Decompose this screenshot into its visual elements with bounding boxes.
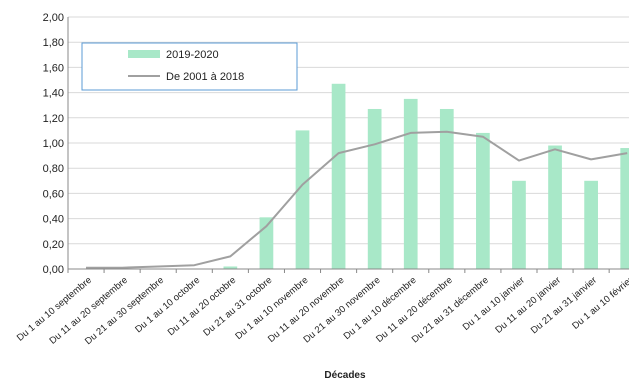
legend-swatch-bars <box>128 50 160 58</box>
y-tick-label: 1,80 <box>43 37 64 49</box>
line-series <box>86 130 628 269</box>
bar <box>548 145 562 269</box>
gridlines <box>68 16 629 245</box>
series-line <box>86 130 628 269</box>
y-tick-label: 0,20 <box>43 239 64 251</box>
legend-label-line: De 2001 à 2018 <box>166 71 244 83</box>
y-tick-label: 1,00 <box>43 138 64 150</box>
bar <box>331 83 346 269</box>
bar-series <box>223 83 629 270</box>
legend-box <box>81 42 298 91</box>
x-tick-label: Du 1 au 10 janvier <box>461 275 527 333</box>
bar <box>403 98 418 270</box>
y-tick-label: 1,20 <box>43 113 64 125</box>
bar <box>367 108 382 269</box>
bar <box>439 108 454 269</box>
bar <box>620 148 629 269</box>
y-tick-label: 0,00 <box>43 264 64 276</box>
bar <box>223 266 238 269</box>
legend-label-bars: 2019-2020 <box>166 49 219 61</box>
x-tick-label: Du 21 au 31 janvier <box>529 275 599 336</box>
axes <box>67 17 629 273</box>
y-tick-label: 1,40 <box>43 88 64 100</box>
bar <box>512 180 526 269</box>
y-tick-label: 2,00 <box>43 12 64 24</box>
legend: 2019-2020 De 2001 à 2018 <box>81 42 298 91</box>
y-tick-label: 0,80 <box>43 163 64 175</box>
x-tick-label: Du 11 au 20 janvier <box>493 275 563 336</box>
x-axis-title: Décades <box>324 370 366 381</box>
bar <box>584 180 598 269</box>
x-tick-label: Du 1 au 10 octobre <box>133 275 202 335</box>
y-axis-ticks: 0,00 0,20 0,40 0,60 0,80 1,00 1,20 1,40 1,60 1,80… <box>43 12 64 276</box>
y-tick-label: 1,60 <box>43 62 64 74</box>
bar <box>295 130 310 269</box>
y-tick-label: 0,40 <box>43 214 64 226</box>
x-tick-label: Du 1 au 10 février <box>570 275 629 332</box>
bar <box>476 132 490 269</box>
y-tick-label: 0,60 <box>43 188 64 200</box>
